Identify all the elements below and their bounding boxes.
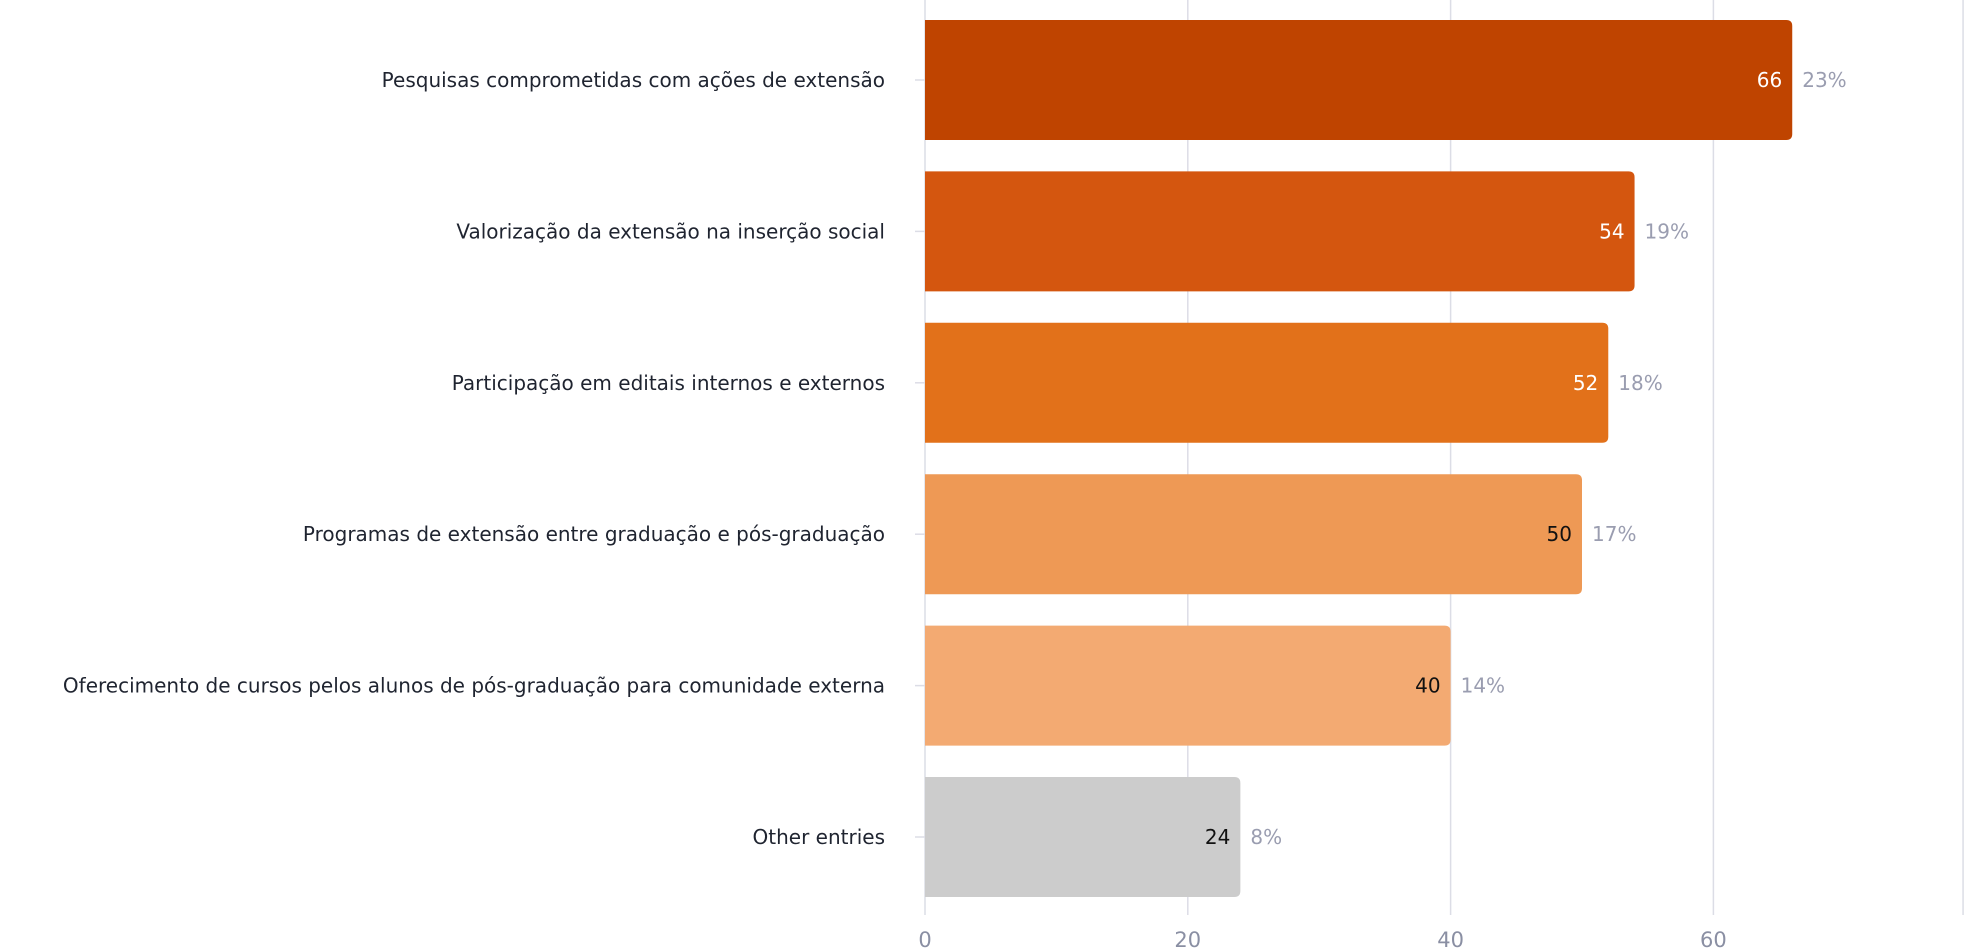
bar-3 bbox=[925, 322, 1609, 443]
bar-5 bbox=[925, 625, 1451, 746]
bar-value-label-1: 66 bbox=[1757, 68, 1782, 92]
bar-value-label-5: 40 bbox=[1415, 674, 1440, 698]
category-labels: Pesquisas comprometidas com ações de ext… bbox=[63, 68, 925, 849]
category-label-5: Oferecimento de cursos pelos alunos de p… bbox=[63, 674, 885, 698]
category-label-6: Other entries bbox=[753, 825, 885, 849]
bar-6 bbox=[925, 777, 1241, 897]
bar-percent-label-5: 14% bbox=[1461, 674, 1505, 698]
bar-1 bbox=[925, 20, 1793, 140]
bar-percent-label-4: 17% bbox=[1592, 522, 1636, 546]
category-label-1: Pesquisas comprometidas com ações de ext… bbox=[382, 68, 885, 92]
bar-percent-label-1: 23% bbox=[1802, 68, 1846, 92]
x-tick-label-0: 0 bbox=[918, 928, 931, 951]
bars: 66 23% 54 19% 52 18% 50 17% 40 14% 24 8% bbox=[925, 20, 1847, 897]
gridlines bbox=[924, 0, 1964, 915]
category-label-4: Programas de extensão entre graduação e … bbox=[303, 522, 885, 546]
x-tick-label-40: 40 bbox=[1437, 928, 1464, 951]
category-label-2: Valorização da extensão na inserção soci… bbox=[456, 219, 885, 243]
bar-2 bbox=[925, 171, 1635, 292]
x-tick-label-60: 60 bbox=[1700, 928, 1727, 951]
bar-percent-label-3: 18% bbox=[1618, 371, 1662, 395]
x-tick-label-20: 20 bbox=[1174, 928, 1201, 951]
bar-percent-label-2: 19% bbox=[1645, 219, 1689, 243]
bar-value-label-4: 50 bbox=[1547, 522, 1572, 546]
bar-percent-label-6: 8% bbox=[1250, 825, 1282, 849]
category-label-3: Participação em editais internos e exter… bbox=[452, 371, 885, 395]
x-axis-ticks: 0 20 40 60 bbox=[918, 928, 1726, 951]
bar-value-label-6: 24 bbox=[1205, 825, 1230, 849]
bar-value-label-2: 54 bbox=[1599, 219, 1624, 243]
bar-value-label-3: 52 bbox=[1573, 371, 1598, 395]
bar-4 bbox=[925, 474, 1582, 595]
